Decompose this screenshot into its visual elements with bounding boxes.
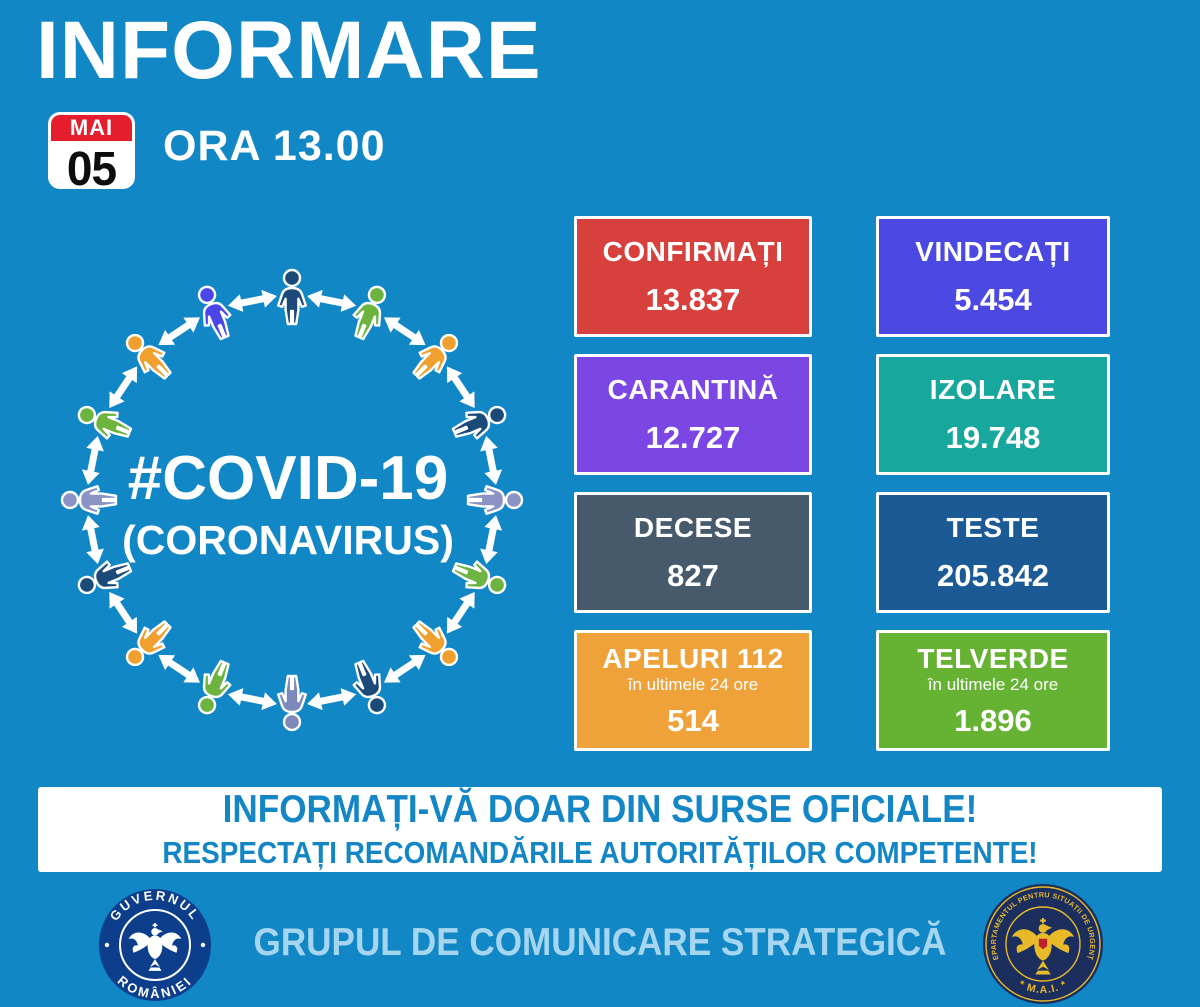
dsu-mai-logo: DEPARTAMENTUL PENTRU SITUAȚII DE URGENȚĂ… (983, 884, 1103, 1004)
calendar-icon: MAI 05 (48, 112, 135, 189)
stat-head: APELURI 112 în ultimele 24 ore (602, 643, 784, 694)
person-icon (412, 333, 459, 380)
double-arrow-icon (480, 435, 503, 485)
person-icon (125, 333, 172, 380)
stat-head: TELVERDE în ultimele 24 ore (917, 643, 1069, 694)
person-icon (466, 485, 524, 515)
banner-line1: INFORMAȚI-VĂ DOAR DIN SURSE OFICIALE! (222, 788, 978, 831)
stat-card-vindecati: VINDECAȚI 5.454 (876, 216, 1110, 337)
stats-grid: CONFIRMAȚI 13.837 VINDECAȚI 5.454 CARANT… (574, 216, 1110, 751)
person-icon (77, 560, 133, 595)
stat-subtitle: în ultimele 24 ore (927, 675, 1059, 694)
seal-text-bottom: * M.A.I. * (1017, 978, 1068, 996)
eagle-emblem-icon (128, 922, 182, 971)
double-arrow-icon (109, 366, 138, 409)
stat-card-carantina: CARANTINĂ 12.727 (574, 354, 812, 475)
stat-card-apeluri-112: APELURI 112 în ultimele 24 ore 514 (574, 630, 812, 751)
person-icon (125, 620, 172, 667)
diagram-hashtag-title: #COVID-19 (128, 444, 448, 513)
stat-card-decese: DECESE 827 (574, 492, 812, 613)
double-arrow-icon (446, 591, 475, 634)
stat-subtitle: în ultimele 24 ore (627, 675, 759, 694)
stat-card-izolare: IZOLARE 19.748 (876, 354, 1110, 475)
official-sources-banner: INFORMAȚI-VĂ DOAR DIN SURSE OFICIALE! RE… (38, 787, 1162, 872)
stat-card-telverde: TELVERDE în ultimele 24 ore 1.896 (876, 630, 1110, 751)
people-circle-diagram: #COVID-19 (CORONAVIRUS) (60, 268, 524, 732)
stat-label: DECESE (633, 511, 753, 543)
person-icon (197, 285, 232, 341)
double-arrow-icon (81, 435, 104, 485)
double-arrow-icon (227, 688, 277, 711)
page-title: INFORMARE (36, 5, 542, 96)
double-arrow-icon (307, 688, 357, 711)
person-icon (352, 285, 387, 341)
seal-inner-ring (119, 909, 191, 981)
seal-inner-ring (1005, 906, 1081, 982)
seal-outer-ring (985, 886, 1101, 1002)
stat-label: VINDECAȚI (915, 235, 1071, 267)
stat-value: 1.896 (954, 703, 1032, 738)
person-icon (197, 659, 232, 715)
double-arrow-icon (158, 654, 201, 683)
stat-value: 514 (667, 703, 719, 738)
diagram-subtitle: (CORONAVIRUS) (122, 517, 454, 563)
double-arrow-icon (383, 317, 426, 346)
calendar-day: 05 (66, 140, 117, 189)
person-icon (277, 674, 307, 732)
time-label: ORA 13.00 (163, 122, 386, 170)
calendar-month: MAI (51, 115, 132, 141)
stat-value: 205.842 (936, 558, 1050, 594)
stat-value: 12.727 (645, 420, 741, 456)
person-icon (277, 268, 307, 326)
stat-value: 827 (667, 558, 719, 594)
footer-text: GRUPUL DE COMUNICARE STRATEGICĂ (253, 921, 947, 964)
double-arrow-icon (446, 366, 475, 409)
person-icon (60, 485, 118, 515)
double-arrow-icon (109, 591, 138, 634)
stat-card-confirmati: CONFIRMAȚI 13.837 (574, 216, 812, 337)
double-arrow-icon (383, 654, 426, 683)
double-arrow-icon (227, 289, 277, 312)
person-icon (77, 405, 133, 440)
stat-label: APELURI 112 (602, 643, 784, 674)
banner-line2: RESPECTAȚI RECOMANDĂRILE AUTORITĂȚILOR C… (162, 835, 1038, 870)
stat-value: 13.837 (645, 282, 741, 318)
person-icon (352, 659, 387, 715)
stat-label: CARANTINĂ (607, 373, 779, 405)
stat-label: TELVERDE (917, 643, 1069, 674)
stat-value: 19.748 (945, 420, 1041, 456)
double-arrow-icon (307, 289, 357, 312)
stat-label: TESTE (946, 511, 1040, 543)
double-arrow-icon (81, 515, 104, 565)
svg-text:* M.A.I. *: * M.A.I. * (1017, 978, 1069, 996)
stat-label: IZOLARE (929, 373, 1057, 405)
person-icon (412, 620, 459, 667)
person-icon (451, 560, 507, 595)
eagle-emblem-icon (1011, 918, 1075, 975)
stat-label: CONFIRMAȚI (602, 235, 784, 267)
stat-value: 5.454 (954, 282, 1032, 318)
stat-card-teste: TESTE 205.842 (876, 492, 1110, 613)
person-icon (451, 405, 507, 440)
guvernul-romaniei-logo: GUVERNUL ROMÂNIEI (99, 889, 211, 1001)
double-arrow-icon (480, 515, 503, 565)
double-arrow-icon (158, 317, 201, 346)
